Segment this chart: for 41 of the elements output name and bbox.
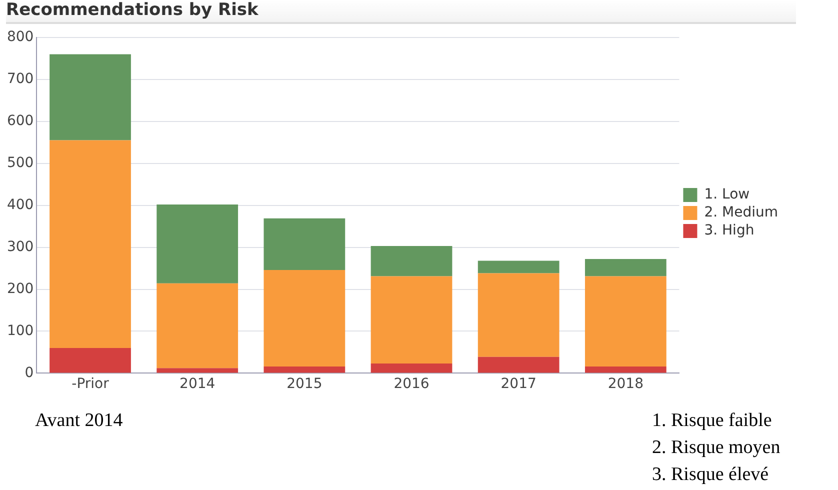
bar [156, 283, 238, 368]
y-tick-label: 600 [6, 112, 34, 129]
y-tick-label: 800 [6, 29, 34, 46]
bar [584, 366, 666, 373]
bar [156, 204, 238, 284]
text: Avant 2014 [35, 410, 123, 432]
bar [50, 54, 131, 140]
y-tick-label: 400 [6, 196, 34, 213]
x-tick-label: 2015 [286, 376, 322, 392]
bar [50, 140, 131, 348]
bar [264, 218, 346, 270]
bar [264, 366, 346, 373]
x-tick-label: 2016 [394, 376, 430, 392]
x-tick-label: 2017 [500, 376, 536, 392]
y-tick-label: 200 [6, 280, 34, 297]
bar [370, 276, 452, 364]
bar [50, 348, 131, 373]
bar [370, 364, 452, 373]
x-tick-label: -Prior [72, 376, 110, 392]
text: 2. Risque moyen [652, 437, 780, 459]
bar [584, 259, 666, 276]
y-tick-label: 700 [6, 71, 34, 88]
legend-label: 2. Medium [704, 204, 778, 221]
x-tick-label: 2018 [608, 376, 644, 392]
y-tick-label: 100 [6, 322, 34, 339]
legend-label: 3. High [704, 222, 754, 239]
bar [478, 260, 560, 274]
x-tick-label: 2014 [180, 376, 216, 392]
bar [156, 368, 238, 373]
bar [370, 246, 452, 276]
chart-title: Recommendations by Risk [6, 0, 796, 24]
bar [478, 273, 560, 357]
bar [478, 356, 560, 373]
y-tick-label: 500 [6, 154, 34, 171]
y-tick-label: 0 [24, 364, 34, 381]
y-tick-label: 300 [6, 238, 34, 255]
text: 3. Risque élevé [652, 464, 769, 486]
bar [264, 270, 346, 366]
text: 1. Risque faible [652, 410, 772, 432]
bar [584, 276, 666, 366]
legend-label: 1. Low [704, 186, 750, 203]
